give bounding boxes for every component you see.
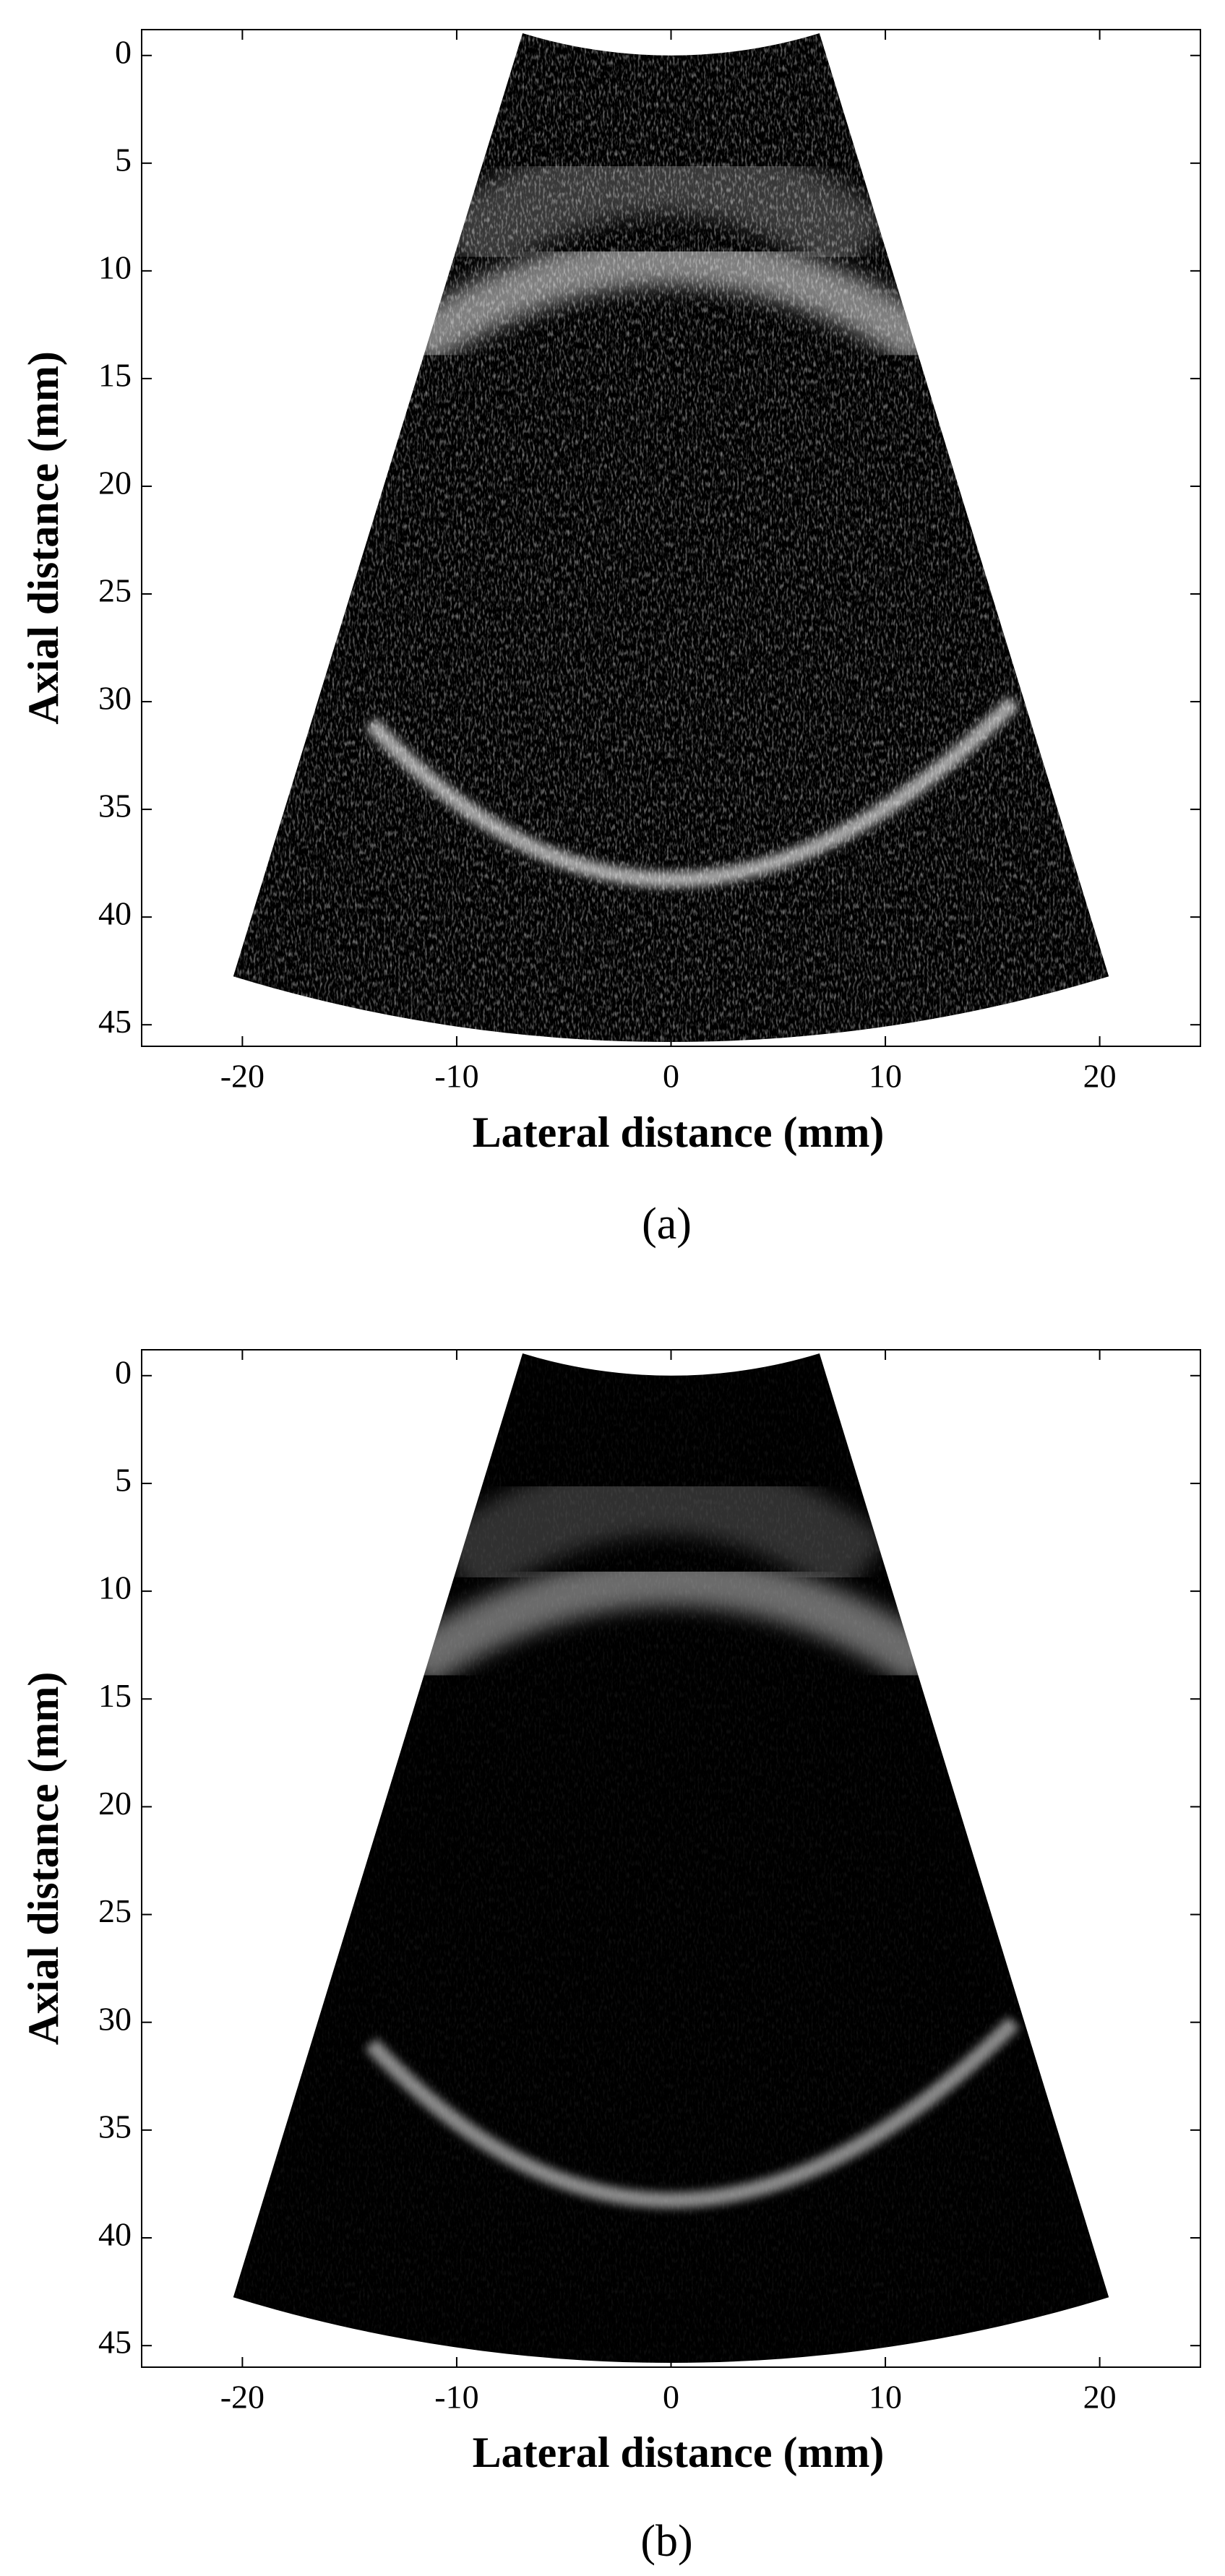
y-tick-label: 10 — [98, 249, 132, 285]
y-tick-label: 45 — [98, 2324, 132, 2361]
y-tick-label: 35 — [98, 2108, 132, 2145]
x-tick-label: 10 — [869, 2379, 902, 2416]
y-tick-label: 40 — [98, 2216, 132, 2253]
y-tick-label: 20 — [98, 465, 132, 501]
panel: -20 -10 0 10 20 0 5 10 15 20 25 30 35 40 45 Lateral dis… — [20, 29, 1201, 1249]
panel-label: (b) — [640, 2517, 692, 2566]
y-tick-label: 25 — [98, 572, 132, 609]
panel-label: (a) — [642, 1199, 692, 1249]
y-tick-label: 35 — [98, 788, 132, 824]
y-tick-label: 0 — [115, 33, 132, 70]
tissue-haze — [434, 1454, 889, 1603]
x-tick-label: 20 — [1083, 1058, 1117, 1095]
y-axis-label: Axial distance (mm) — [20, 1672, 67, 2046]
x-tick-label: 10 — [869, 1058, 902, 1095]
x-tick-label: 20 — [1083, 2379, 1117, 2416]
x-axis-label: Lateral distance (mm) — [473, 1108, 885, 1156]
x-tick-label: -10 — [434, 1058, 478, 1095]
y-tick-label: 25 — [98, 1892, 132, 1929]
panel: -20 -10 0 10 20 0 5 10 15 20 25 30 35 40 45 Lateral dis… — [20, 1349, 1201, 2566]
y-tick-label: 10 — [98, 1569, 132, 1606]
y-tick-label: 15 — [98, 356, 132, 393]
x-tick-label: -20 — [220, 2379, 265, 2416]
y-axis-label: Axial distance (mm) — [20, 351, 67, 725]
y-tick-label: 30 — [98, 680, 132, 717]
y-tick-label: 15 — [98, 1677, 132, 1714]
x-tick-label: -20 — [220, 1058, 265, 1095]
x-tick-label: 0 — [663, 2379, 679, 2416]
tissue-band — [400, 1555, 942, 1688]
x-axis-label: Lateral distance (mm) — [473, 2429, 885, 2476]
y-tick-label: 20 — [98, 1785, 132, 1822]
y-tick-label: 5 — [115, 141, 132, 178]
x-tick-label: 0 — [663, 1058, 679, 1095]
y-tick-label: 5 — [115, 1462, 132, 1499]
y-tick-label: 30 — [98, 2000, 132, 2037]
x-tick-label: -10 — [434, 2379, 478, 2416]
y-tick-label: 0 — [115, 1353, 132, 1390]
y-tick-label: 45 — [98, 1003, 132, 1040]
lens-echo — [365, 2016, 1020, 2208]
y-tick-label: 40 — [98, 895, 132, 932]
